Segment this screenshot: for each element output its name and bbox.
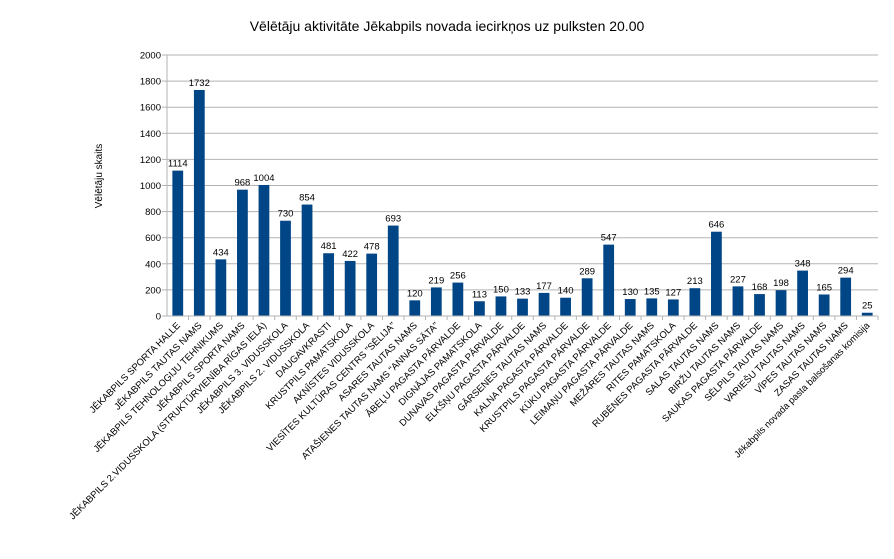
bar — [301, 204, 313, 316]
bar — [237, 189, 248, 316]
bar — [430, 287, 442, 316]
data-label: 130 — [622, 287, 638, 298]
data-label: 219 — [428, 275, 444, 286]
data-label: 113 — [472, 289, 487, 300]
data-label: 177 — [536, 281, 552, 292]
bar — [603, 244, 615, 316]
data-label: 294 — [838, 266, 854, 277]
bar — [474, 301, 485, 316]
bar — [754, 294, 765, 316]
data-label: 968 — [234, 178, 250, 189]
data-label: 422 — [342, 249, 358, 260]
bar — [258, 184, 270, 316]
y-axis-label: Vēlētāju skaits — [94, 144, 105, 208]
data-label: 434 — [213, 247, 229, 258]
data-label: 1732 — [189, 78, 210, 89]
bar — [172, 170, 184, 316]
bar — [387, 225, 399, 316]
data-label: 478 — [364, 242, 380, 253]
bar — [344, 260, 356, 316]
data-label: 198 — [773, 278, 789, 289]
y-tick-labels: 0 200 400 600 800 1000 1200 1400 1600 1800 2000 — [140, 51, 161, 323]
bar — [409, 300, 421, 316]
data-label: 120 — [407, 288, 423, 299]
bars — [172, 89, 873, 316]
y-tick-label: 1600 — [140, 103, 161, 114]
bar — [732, 286, 744, 316]
bar — [280, 220, 291, 316]
bar — [323, 253, 334, 316]
bar — [667, 299, 679, 316]
bar — [495, 296, 507, 316]
bar — [840, 277, 852, 316]
y-tick-label: 1400 — [140, 129, 161, 140]
data-label: 854 — [299, 193, 315, 204]
bar — [538, 292, 550, 316]
y-tick-label: 600 — [145, 233, 161, 244]
data-label: 165 — [816, 282, 832, 293]
bar — [775, 290, 787, 316]
bar — [560, 297, 571, 316]
data-label: 730 — [278, 209, 294, 220]
gridlines — [162, 54, 879, 320]
data-label: 646 — [708, 220, 724, 231]
y-tick-label: 800 — [145, 207, 161, 218]
data-label: 693 — [385, 214, 401, 225]
data-labels: 1114 1732 434 968 1004 730 854 481 422 478 693 120 2… — [168, 78, 873, 312]
y-tick-label: 0 — [156, 312, 161, 323]
data-label: 140 — [558, 286, 574, 297]
bar — [215, 259, 227, 316]
bar — [581, 278, 593, 316]
data-label: 133 — [515, 287, 531, 298]
data-label: 547 — [601, 233, 617, 244]
data-label: 135 — [644, 286, 660, 297]
bar — [624, 299, 636, 316]
data-label: 1004 — [253, 173, 274, 184]
bar — [818, 294, 830, 316]
data-label: 289 — [579, 266, 595, 277]
data-label: 25 — [862, 301, 873, 312]
chart-title: Vēlētāju aktivitāte Jēkabpils novada iec… — [250, 18, 645, 34]
bar — [517, 298, 528, 316]
y-tick-label: 1000 — [140, 181, 161, 192]
data-label: 213 — [687, 276, 703, 287]
data-label: 256 — [450, 271, 466, 282]
bar — [366, 253, 378, 316]
data-label: 481 — [321, 241, 337, 252]
bar — [711, 231, 722, 316]
bar — [861, 312, 873, 316]
bar — [689, 288, 701, 316]
y-tick-label: 1800 — [140, 77, 161, 88]
y-tick-label: 200 — [145, 285, 161, 296]
bar — [452, 282, 464, 316]
data-label: 348 — [795, 259, 811, 270]
y-tick-label: 2000 — [140, 51, 161, 62]
bar — [193, 89, 205, 316]
data-label: 168 — [752, 282, 768, 293]
bar — [646, 298, 658, 316]
y-tick-label: 400 — [145, 259, 161, 270]
data-label: 127 — [665, 287, 681, 298]
y-tick-label: 1200 — [140, 155, 161, 166]
bar — [797, 270, 808, 316]
data-label: 1114 — [168, 159, 188, 170]
data-label: 150 — [493, 284, 509, 295]
data-label: 227 — [730, 274, 746, 285]
